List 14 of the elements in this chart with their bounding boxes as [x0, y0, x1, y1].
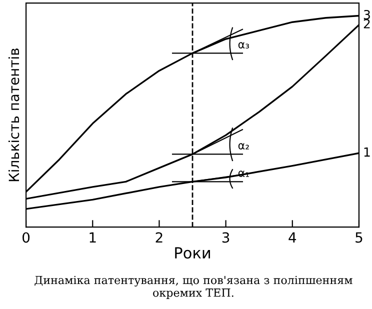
series-label: 3 [364, 10, 370, 20]
annotation: α₃ [238, 42, 250, 48]
text: Динаміка патентування, що пов'язана з поліпшенням окремих ТЕП. [34, 276, 352, 299]
series-label: 2 [364, 19, 370, 28]
annotation: α₂ [238, 143, 249, 150]
x-tick-label: 4 [288, 232, 296, 243]
x-tick-label: 2 [156, 232, 162, 243]
x-tick-label: 1 [90, 232, 96, 243]
x-axis-title: Роки [175, 247, 210, 259]
x-tick-label: 0 [22, 232, 30, 243]
x-tick-label: 3 [222, 232, 230, 243]
series-label: 1 [364, 147, 370, 157]
y-axis-title: Кількість патентів [8, 48, 20, 182]
x-tick-label: 5 [356, 232, 362, 243]
